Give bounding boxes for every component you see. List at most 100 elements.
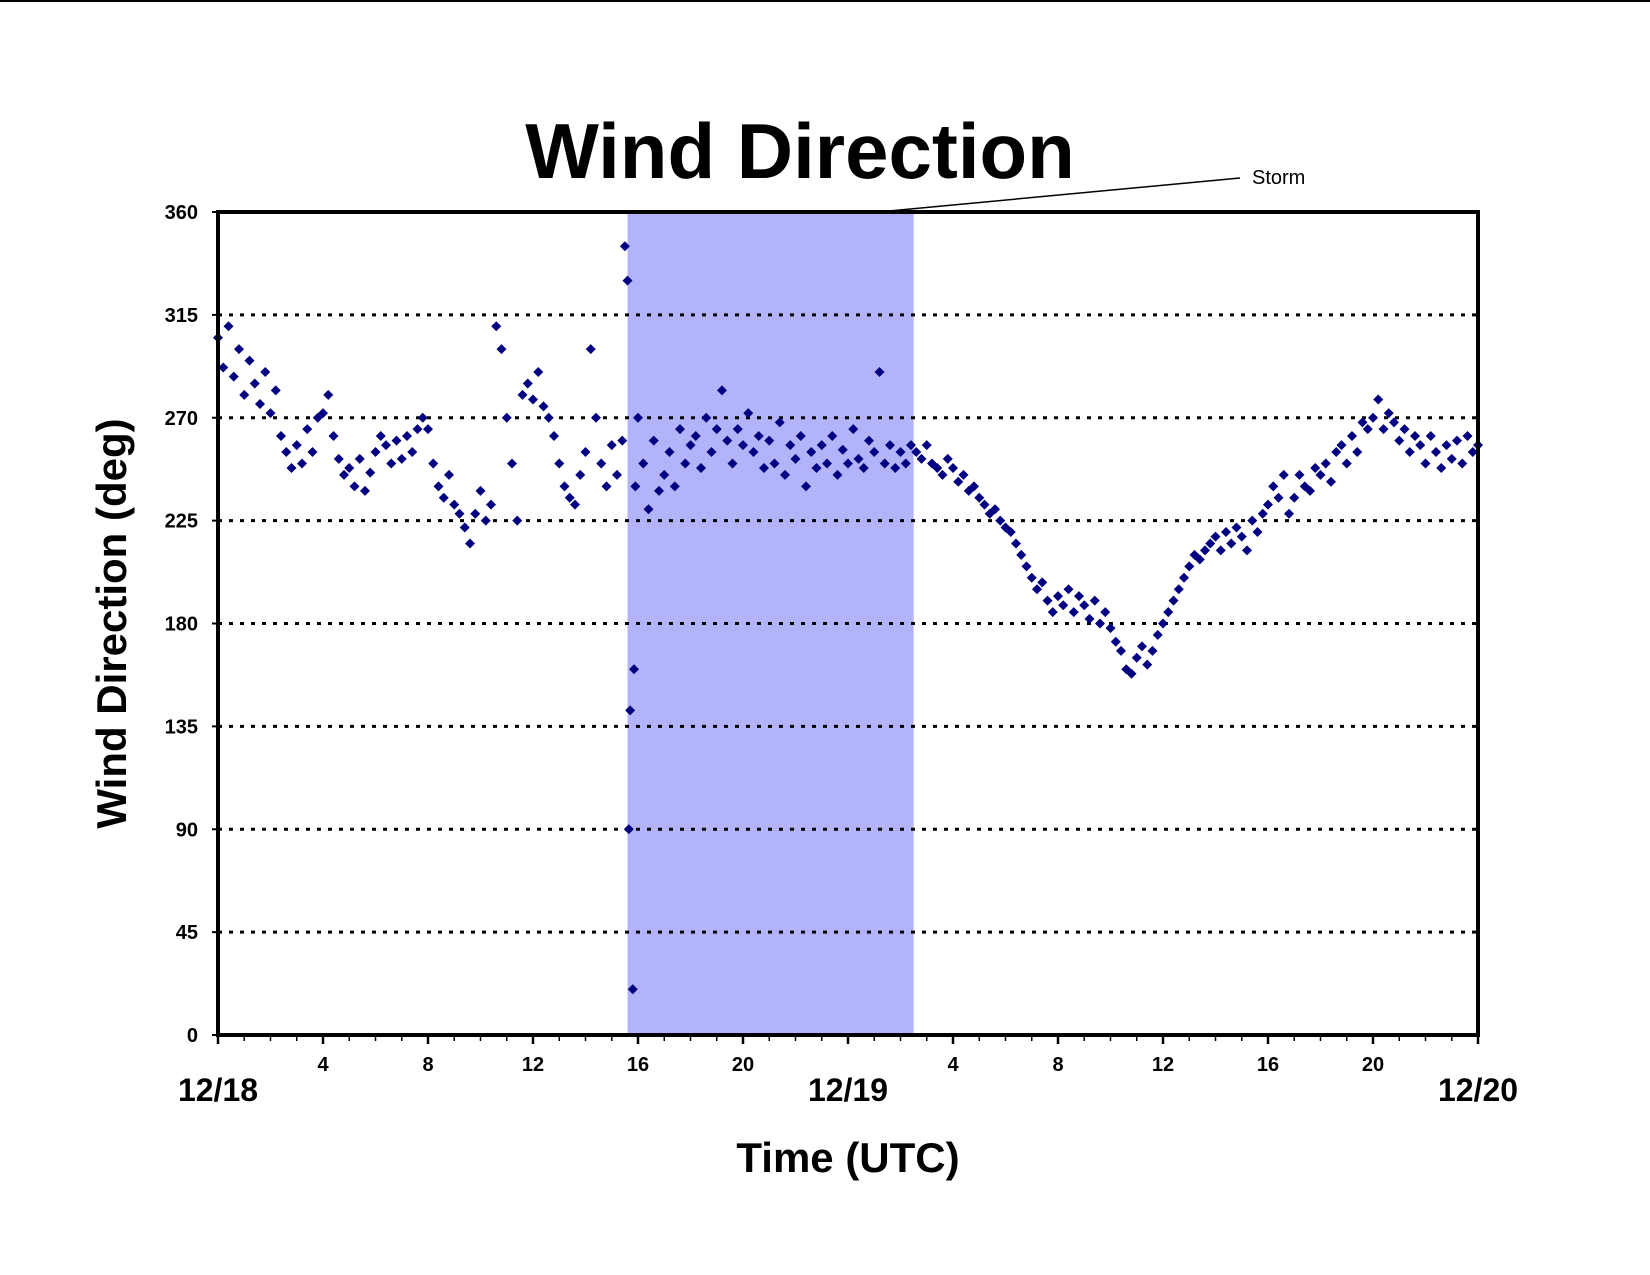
data-point-109	[759, 463, 769, 474]
data-point-229	[1389, 417, 1399, 428]
data-point-115	[790, 453, 801, 464]
data-point-165	[1053, 591, 1063, 602]
data-point-82	[627, 984, 638, 995]
data-point-163	[1042, 595, 1053, 606]
data-point-146	[953, 476, 964, 487]
x-hour-label-4: 20	[732, 1054, 754, 1076]
data-point-20	[318, 408, 328, 419]
data-point-65	[554, 458, 565, 469]
data-point-187	[1168, 595, 1179, 606]
data-point-129	[864, 435, 874, 446]
data-point-173	[1095, 618, 1105, 629]
data-point-206	[1268, 481, 1279, 492]
data-point-209	[1284, 508, 1294, 519]
data-point-223	[1357, 417, 1368, 428]
data-point-80	[623, 824, 634, 835]
data-point-9	[260, 367, 271, 378]
data-point-183	[1147, 645, 1158, 656]
data-point-202	[1247, 515, 1258, 526]
data-point-12	[276, 431, 286, 442]
data-point-74	[601, 481, 612, 492]
data-point-88	[648, 435, 659, 446]
data-point-122	[827, 431, 838, 442]
data-point-210	[1289, 492, 1300, 503]
data-point-52	[486, 499, 496, 510]
data-point-71	[585, 344, 596, 355]
data-point-207	[1273, 492, 1284, 503]
x-hour-label-5: 4	[947, 1054, 959, 1076]
data-point-208	[1278, 469, 1289, 480]
data-point-70	[580, 447, 591, 458]
data-point-211	[1294, 469, 1305, 480]
data-point-37	[407, 447, 418, 458]
data-point-196	[1215, 545, 1226, 556]
data-point-5	[239, 389, 250, 400]
data-point-153	[990, 504, 1000, 515]
data-point-95	[685, 440, 696, 451]
data-points	[213, 241, 1483, 995]
data-point-1	[218, 362, 229, 373]
data-point-132	[879, 458, 890, 469]
data-point-243	[1462, 431, 1473, 442]
data-point-18	[307, 447, 318, 458]
y-axis-ticks: 0 45 90 135 180 225 270 315 360	[165, 202, 218, 1047]
data-point-157	[1011, 538, 1021, 549]
data-point-127	[853, 453, 864, 464]
data-point-131	[874, 367, 885, 378]
data-point-244	[1467, 447, 1478, 458]
data-point-46	[454, 508, 465, 519]
data-point-3	[228, 371, 239, 382]
y-tick-label-0: 0	[187, 1025, 198, 1047]
data-point-77	[617, 435, 628, 446]
data-point-30	[370, 447, 381, 458]
data-point-102	[722, 435, 733, 446]
data-point-36	[402, 431, 412, 442]
data-point-39	[417, 412, 428, 423]
data-point-190	[1184, 561, 1195, 572]
data-point-54	[496, 344, 507, 355]
data-point-139	[916, 453, 927, 464]
data-point-13	[281, 447, 292, 458]
data-point-221	[1347, 431, 1357, 442]
data-point-230	[1394, 435, 1405, 446]
data-point-76	[612, 469, 622, 480]
data-point-171	[1084, 613, 1095, 624]
data-point-140	[921, 440, 932, 451]
data-point-238	[1436, 463, 1447, 474]
x-date-label-2: 12/20	[1438, 1072, 1518, 1108]
data-point-7	[249, 378, 260, 389]
data-point-205	[1263, 499, 1273, 510]
data-point-69	[575, 469, 586, 480]
data-point-237	[1431, 447, 1441, 458]
data-point-108	[753, 431, 764, 442]
data-point-214	[1310, 463, 1321, 474]
data-point-120	[816, 440, 827, 451]
data-point-119	[811, 463, 822, 474]
data-point-22	[328, 431, 339, 442]
data-point-170	[1079, 600, 1090, 611]
data-point-200	[1236, 531, 1247, 542]
data-point-78	[619, 241, 630, 252]
y-tick-label-135: 135	[165, 716, 198, 738]
data-point-168	[1068, 607, 1079, 618]
data-point-55	[501, 412, 512, 423]
data-point-186	[1163, 607, 1174, 618]
data-point-161	[1032, 584, 1042, 595]
data-point-151	[979, 499, 990, 510]
data-point-10	[265, 408, 276, 419]
data-point-133	[885, 440, 895, 451]
data-point-117	[801, 481, 811, 492]
y-tick-label-180: 180	[165, 614, 198, 636]
data-point-2	[223, 321, 234, 332]
x-hour-label-6: 8	[1052, 1054, 1063, 1076]
data-point-158	[1016, 549, 1027, 560]
data-point-195	[1210, 531, 1221, 542]
data-point-23	[333, 453, 344, 464]
data-point-203	[1252, 527, 1263, 538]
data-point-83	[629, 664, 640, 675]
data-point-234	[1415, 440, 1426, 451]
data-point-143	[937, 469, 948, 480]
data-point-44	[444, 469, 454, 480]
data-point-149	[969, 481, 979, 492]
data-point-103	[727, 458, 738, 469]
